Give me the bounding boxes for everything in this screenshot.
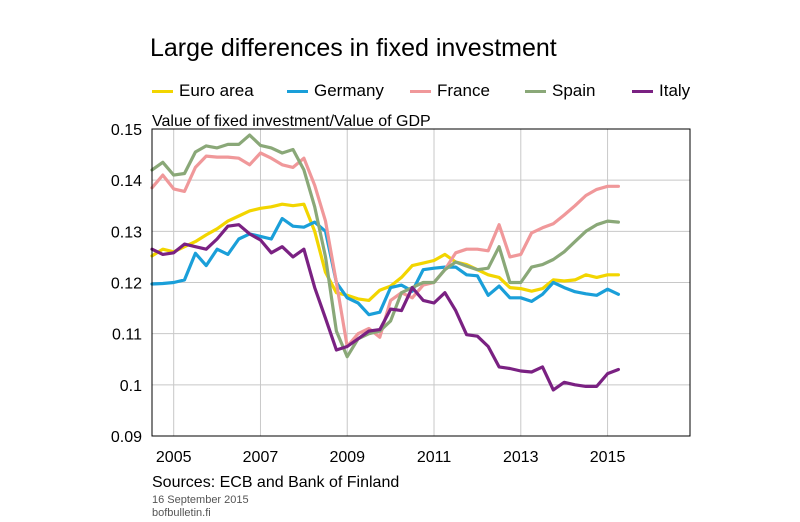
y-tick-label: 0.15	[111, 122, 142, 139]
legend-label: Spain	[552, 81, 596, 100]
series-line	[150, 202, 621, 302]
legend-label: France	[437, 81, 490, 100]
y-tick-label: 0.11	[112, 327, 142, 344]
chart-title: Large differences in fixed investment	[150, 34, 557, 62]
legend-swatch	[287, 90, 308, 93]
plot-frame	[151, 128, 691, 437]
legend-swatch	[152, 90, 173, 93]
legend-swatch	[410, 90, 431, 93]
y-tick-label: 0.09	[111, 429, 142, 446]
series-line	[150, 133, 621, 359]
date-text: 16 September 2015	[152, 494, 249, 506]
line-chart: 0.09 0.1 0.11 0.12 0.13 0.14 0.15 2005 2007 2009 2…	[111, 113, 691, 466]
y-tick-label: 0.12	[111, 276, 142, 293]
series-line	[150, 216, 621, 317]
x-tick-label: 2011	[417, 449, 452, 466]
site-text: bofbulletin.fi	[152, 507, 211, 519]
y-tick-label: 0.13	[111, 224, 142, 241]
legend-label: Italy	[659, 81, 691, 100]
series-lines	[150, 133, 621, 392]
x-tick-label: 2013	[503, 449, 539, 466]
x-tick-label: 2005	[156, 449, 192, 466]
x-tick-label: 2015	[590, 449, 626, 466]
series-line	[150, 223, 621, 392]
y-axis-label: Value of fixed investment/Value of GDP	[152, 113, 431, 130]
sources-text: Sources: ECB and Bank of Finland	[152, 474, 400, 491]
legend-label: Euro area	[179, 81, 254, 100]
axes: 0.09 0.1 0.11 0.12 0.13 0.14 0.15 2005 2007 2009 2…	[111, 122, 626, 466]
grid	[152, 129, 690, 436]
x-tick-label: 2007	[243, 449, 279, 466]
y-tick-label: 0.14	[111, 173, 142, 190]
x-tick-label: 2009	[329, 449, 365, 466]
legend-label: Germany	[314, 81, 384, 100]
y-tick-label: 0.1	[120, 378, 142, 395]
legend-swatch	[632, 90, 653, 93]
legend-swatch	[525, 90, 546, 93]
